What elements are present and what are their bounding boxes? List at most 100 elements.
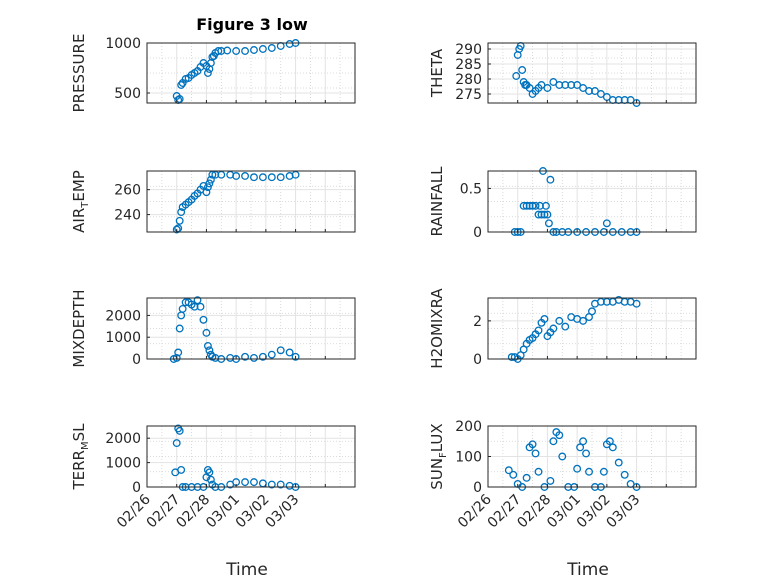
data-point — [576, 443, 585, 452]
y-tick-label: 200 — [455, 419, 482, 435]
data-point — [177, 208, 186, 217]
x-axis-label: Time — [225, 560, 268, 580]
y-tick-label: 1000 — [105, 36, 141, 52]
data-point — [596, 297, 605, 306]
data-point — [276, 346, 285, 355]
panel-mixdepth: 0 1000 2000 MIXDEPTH — [70, 289, 356, 368]
data-point — [534, 467, 543, 476]
y-tick-label: 240 — [114, 208, 141, 224]
data-point — [199, 315, 208, 324]
data-point — [241, 47, 250, 55]
panel-h2omixra: 0 2 H2OMIXRA — [428, 288, 697, 369]
y-axis-label: PRESSURE — [70, 34, 88, 113]
data-point — [620, 470, 629, 479]
data-point — [172, 439, 181, 448]
data-point — [174, 348, 183, 357]
data-point — [214, 47, 223, 55]
data-point — [549, 437, 558, 446]
y-tick-label: 280 — [455, 72, 482, 88]
y-tick-label: 0 — [473, 352, 482, 368]
data-point — [561, 322, 570, 331]
data-point — [175, 324, 184, 333]
data-point — [549, 324, 558, 333]
data-point — [509, 470, 518, 479]
data-point — [172, 353, 181, 362]
data-point — [519, 201, 528, 210]
data-point — [267, 173, 276, 182]
data-point — [522, 473, 531, 482]
data-point — [579, 316, 588, 325]
x-axis-label: Time — [566, 560, 609, 580]
y-tick-label: 285 — [455, 57, 482, 73]
data-point — [250, 173, 258, 182]
data-point — [632, 299, 641, 308]
data-point — [555, 81, 564, 89]
data-point — [582, 449, 591, 458]
axes-box — [487, 42, 697, 104]
data-point — [546, 175, 555, 184]
data-point — [232, 172, 241, 180]
data-point — [614, 458, 623, 467]
data-point — [504, 466, 513, 475]
data-point — [536, 201, 544, 210]
data-point — [531, 201, 540, 210]
panel-air-temp: 240 260 AIRTEMP — [70, 170, 356, 234]
data-point — [202, 188, 211, 197]
data-point — [555, 316, 564, 325]
y-axis-label: MIXDEPTH — [70, 289, 88, 367]
data-point — [250, 478, 258, 487]
data-point — [541, 201, 550, 210]
data-point — [602, 219, 611, 228]
data-point — [241, 352, 250, 361]
data-point — [518, 66, 527, 74]
data-point — [202, 328, 211, 337]
data-point — [534, 326, 543, 335]
data-point — [602, 297, 611, 306]
y-tick-label: 0 — [132, 480, 141, 496]
data-point — [540, 210, 549, 219]
data-point — [250, 353, 258, 362]
data-point — [555, 431, 564, 440]
data-point — [525, 201, 534, 210]
data-point — [193, 296, 202, 305]
data-point — [175, 216, 184, 225]
data-point — [543, 84, 552, 92]
data-point — [537, 81, 546, 89]
data-point — [206, 475, 215, 484]
data-point — [241, 478, 250, 487]
data-point — [258, 45, 267, 53]
data-point — [534, 210, 543, 219]
data-point — [203, 183, 212, 192]
axes-box — [146, 425, 356, 488]
y-tick-label: 0.5 — [460, 181, 482, 197]
data-point — [177, 81, 186, 89]
data-point — [579, 437, 588, 446]
y-tick-label: 500 — [114, 86, 141, 102]
data-point — [591, 87, 599, 95]
data-point — [172, 225, 181, 234]
data-point — [276, 480, 285, 489]
data-point — [291, 352, 300, 361]
y-tick-label: 2000 — [105, 308, 141, 324]
y-axis-label: THETA — [428, 48, 446, 98]
data-point — [522, 201, 531, 210]
axes-box — [146, 42, 356, 104]
data-point — [178, 304, 187, 313]
data-point — [276, 173, 285, 182]
y-axis-label: RAINFALL — [428, 166, 446, 237]
data-point — [177, 465, 186, 474]
data-point — [579, 84, 588, 92]
data-point — [561, 81, 570, 89]
data-point — [531, 449, 540, 458]
panel-pressure: 500 1000 PRESSURE — [70, 34, 356, 113]
data-point — [203, 341, 212, 350]
y-tick-label: 275 — [455, 87, 482, 103]
panel-rainfall: 0 0.5 RAINFALL — [428, 166, 697, 241]
data-point — [258, 173, 267, 182]
y-tick-label: 0 — [473, 225, 482, 241]
data-point — [549, 78, 558, 86]
data-point — [525, 84, 534, 92]
data-point — [267, 480, 276, 489]
y-tick-label: 290 — [455, 42, 482, 58]
data-point — [267, 44, 276, 52]
